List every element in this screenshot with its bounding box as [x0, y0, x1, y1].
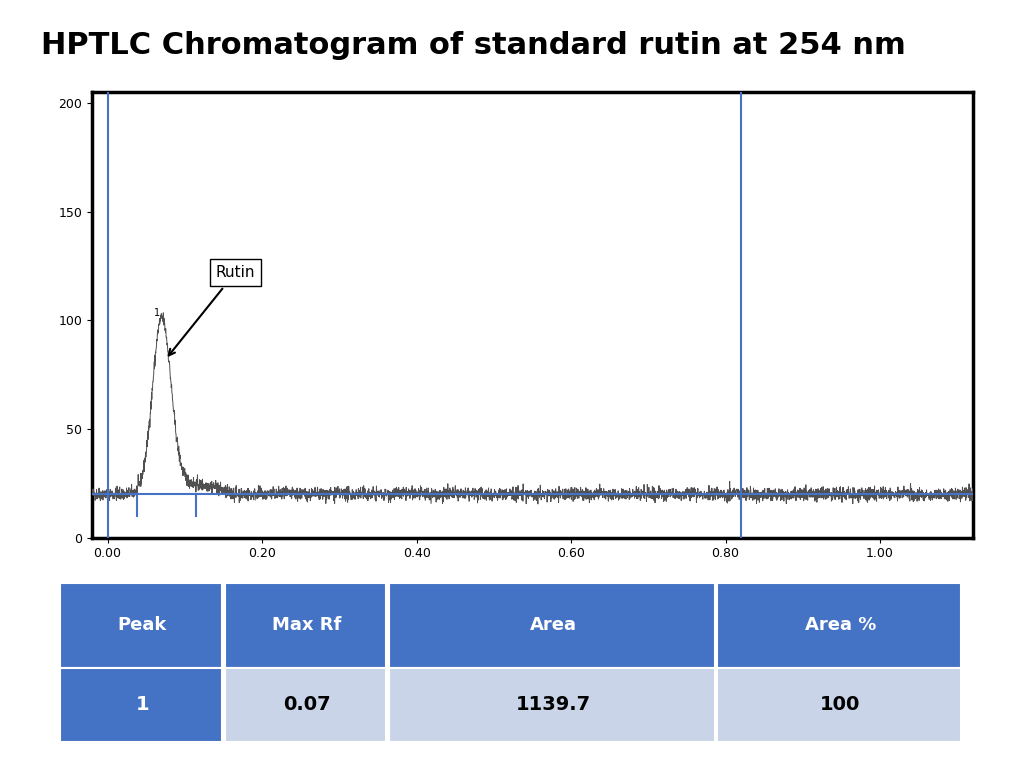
- Text: 100: 100: [820, 695, 860, 714]
- Bar: [60, 668, 222, 742]
- Text: 0.07: 0.07: [283, 695, 331, 714]
- Bar: [224, 583, 386, 668]
- Text: Peak: Peak: [118, 617, 167, 634]
- Text: Rutin: Rutin: [169, 265, 255, 356]
- Text: 1: 1: [136, 695, 150, 714]
- Bar: [224, 668, 386, 742]
- Text: Max Rf: Max Rf: [272, 617, 341, 634]
- Text: HPTLC Chromatogram of standard rutin at 254 nm: HPTLC Chromatogram of standard rutin at …: [41, 31, 905, 60]
- Bar: [60, 583, 222, 668]
- Text: Area %: Area %: [805, 617, 877, 634]
- Bar: [389, 668, 715, 742]
- Text: 1: 1: [154, 308, 160, 318]
- Bar: [389, 583, 715, 668]
- Bar: [717, 583, 961, 668]
- Bar: [717, 668, 961, 742]
- Text: 1139.7: 1139.7: [515, 695, 591, 714]
- Text: Area: Area: [529, 617, 577, 634]
